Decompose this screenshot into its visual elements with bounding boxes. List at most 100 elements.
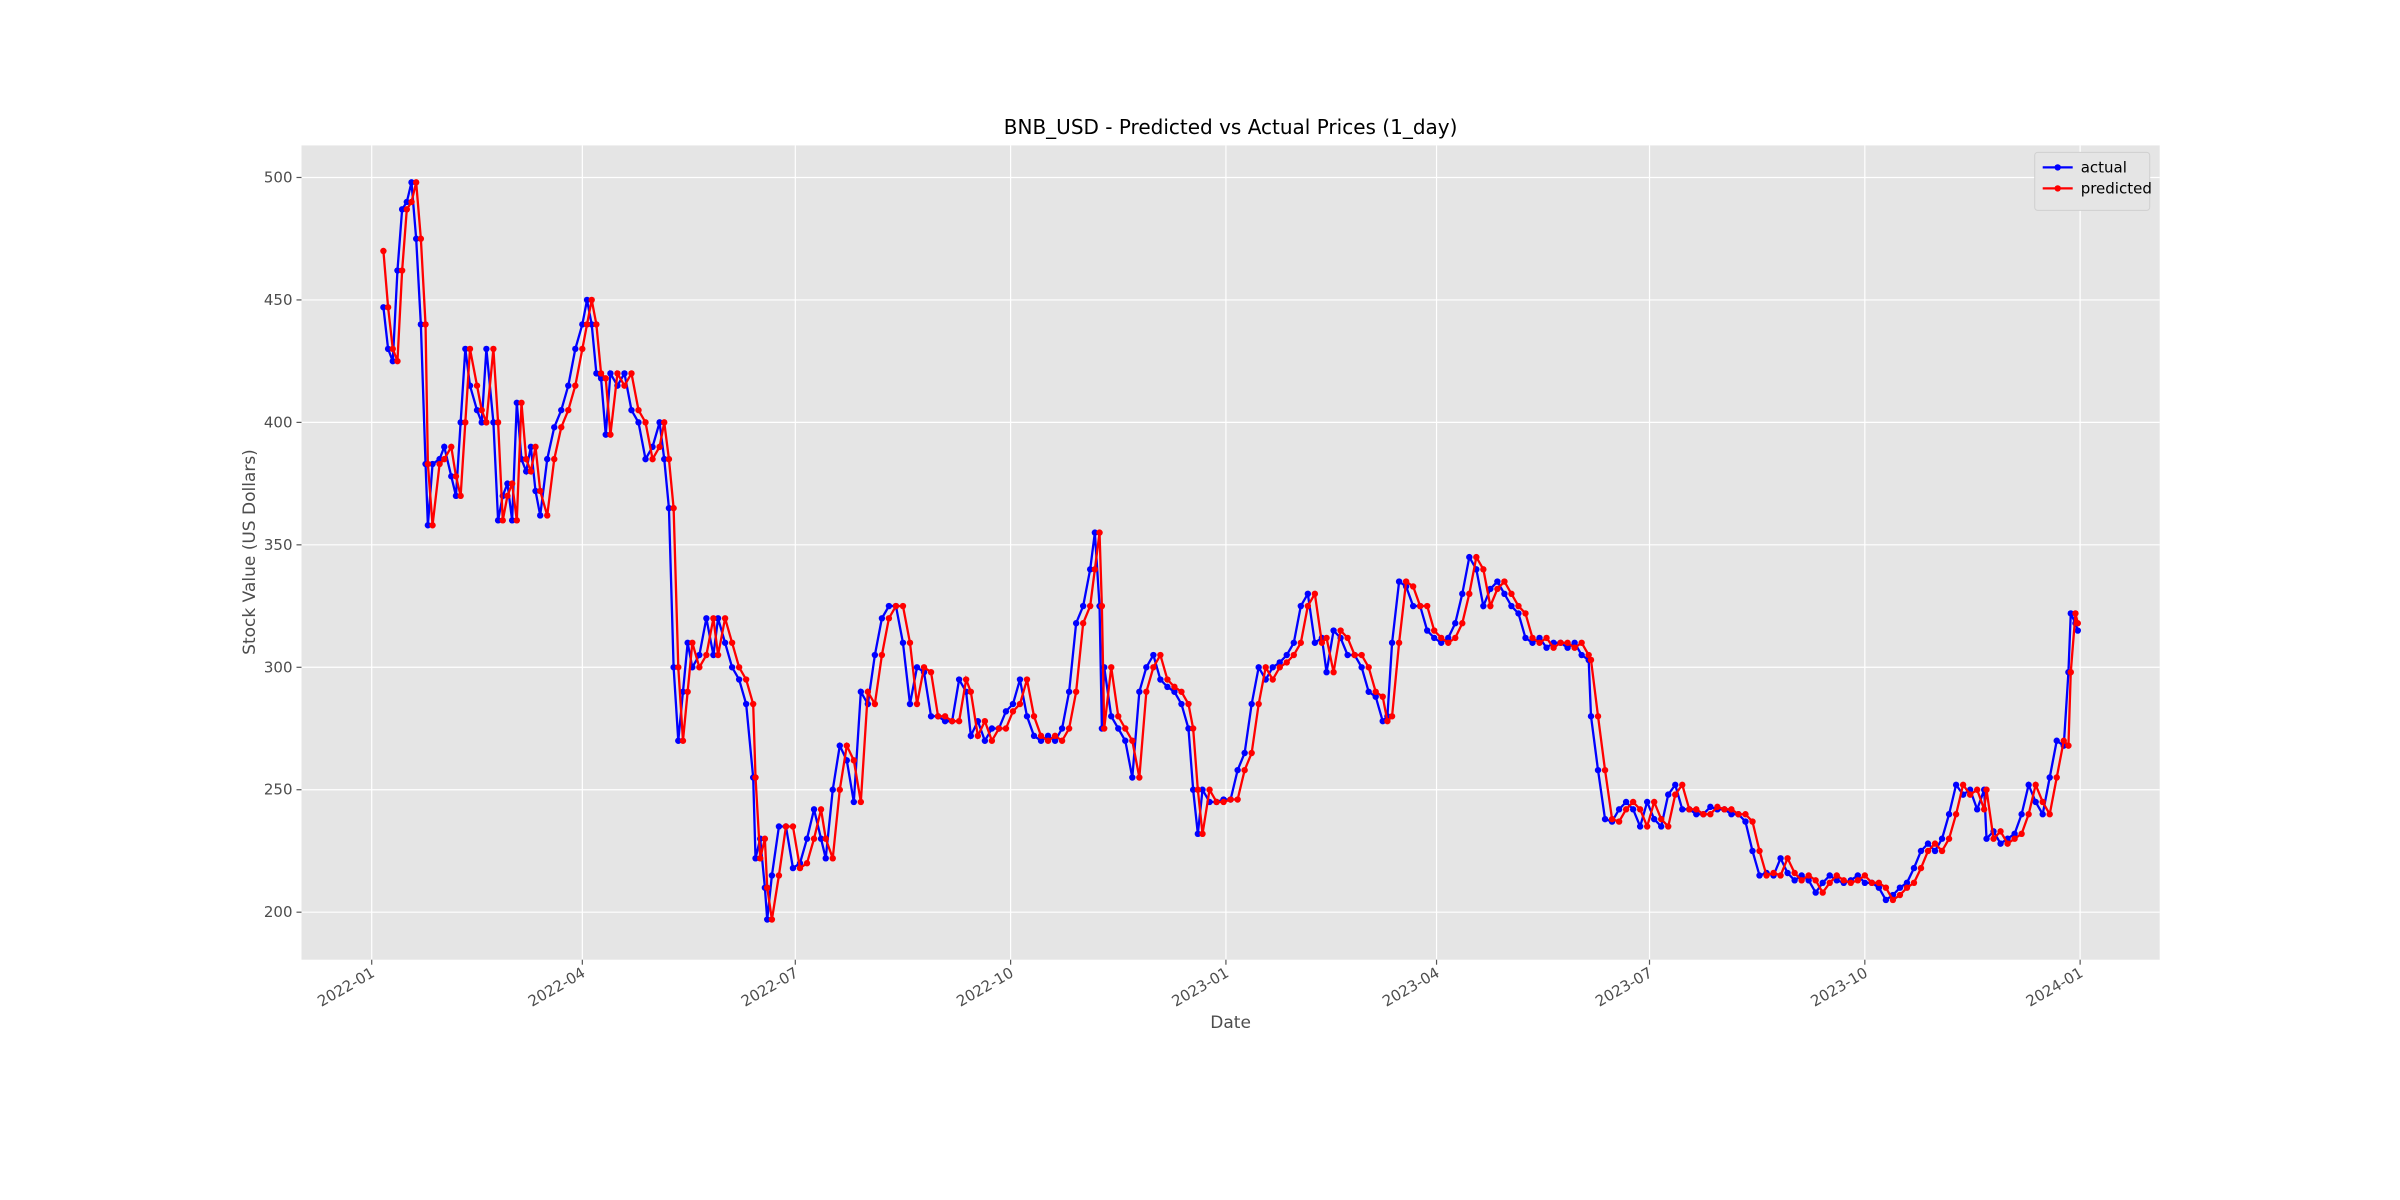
data-point (1143, 664, 1150, 671)
data-point (649, 455, 656, 463)
data-point (2018, 811, 2025, 818)
data-point (527, 443, 535, 451)
data-point (756, 855, 764, 862)
data-point (878, 651, 886, 659)
data-point (448, 443, 455, 451)
data-point (1194, 786, 1202, 793)
data-point (1847, 879, 1854, 887)
data-point (1622, 806, 1630, 813)
data-point (803, 860, 811, 867)
data-point (1379, 693, 1386, 700)
data-point (1143, 688, 1150, 695)
x-tick-label: 2022-01 (314, 964, 377, 1011)
data-point (1395, 578, 1403, 585)
data-point (408, 179, 415, 186)
data-point (1091, 566, 1099, 573)
data-point (1164, 676, 1171, 683)
data-point (408, 198, 415, 206)
data-point (1304, 602, 1312, 610)
data-point (1030, 732, 1038, 740)
data-point (941, 717, 949, 725)
data-point (1777, 855, 1784, 862)
data-point (466, 345, 474, 353)
data-point (864, 688, 872, 695)
data-point (532, 443, 539, 451)
data-point (1431, 634, 1438, 642)
data-point (810, 835, 818, 842)
data-point (494, 517, 502, 524)
legend-marker (2054, 185, 2061, 192)
data-point (1742, 818, 1749, 825)
data-point (583, 321, 591, 328)
data-point (1770, 869, 1777, 877)
data-point (635, 406, 642, 414)
data-point (675, 664, 682, 671)
data-point (1269, 676, 1276, 683)
data-point (436, 460, 443, 468)
data-point (403, 206, 411, 213)
data-point (1101, 725, 1108, 732)
data-point (1875, 879, 1883, 887)
data-point (2025, 811, 2032, 818)
data-point (2065, 742, 2072, 749)
data-point (2072, 610, 2079, 617)
data-point (1819, 879, 1826, 887)
data-point (1615, 806, 1623, 813)
data-point (1665, 791, 1672, 798)
data-point (1557, 639, 1564, 646)
data-point (1903, 884, 1911, 891)
data-point (995, 725, 1003, 732)
data-point (607, 431, 614, 438)
data-point (1587, 656, 1595, 664)
data-point (1388, 639, 1396, 646)
data-point (728, 664, 736, 671)
data-point (1679, 781, 1686, 789)
data-point (1938, 835, 1946, 842)
data-point (1587, 713, 1595, 720)
data-point (1016, 676, 1024, 683)
data-point (1108, 713, 1115, 720)
data-point (1608, 815, 1616, 823)
data-point (1938, 847, 1946, 855)
data-point (2053, 737, 2060, 744)
data-point (1009, 708, 1017, 715)
data-point (1522, 610, 1529, 617)
data-point (878, 615, 886, 622)
data-point (2067, 610, 2074, 617)
data-point (871, 700, 879, 708)
data-point (380, 304, 387, 311)
data-point (656, 443, 663, 451)
data-point (1185, 700, 1192, 708)
x-tick-label: 2022-04 (525, 964, 588, 1011)
data-point (384, 345, 392, 353)
data-point (1372, 688, 1379, 695)
y-tick-label: 500 (264, 168, 293, 186)
data-point (1700, 811, 1707, 818)
data-point (1445, 634, 1452, 642)
data-point (1065, 688, 1073, 695)
data-point (441, 443, 448, 451)
data-point (1854, 872, 1862, 879)
data-point (1543, 644, 1550, 651)
data-point (749, 700, 757, 708)
data-point (2046, 811, 2053, 818)
data-point (2032, 781, 2039, 789)
data-point (1515, 610, 1522, 617)
data-point (1115, 725, 1122, 732)
data-point (2067, 668, 2074, 676)
data-point (1650, 798, 1658, 806)
data-point (394, 357, 401, 365)
data-point (1283, 651, 1290, 659)
data-point (2039, 811, 2046, 818)
data-point (448, 473, 455, 480)
data-point (1276, 659, 1283, 666)
x-tick-label: 2023-10 (1808, 964, 1871, 1011)
data-point (1044, 732, 1052, 740)
data-point (1508, 602, 1515, 610)
data-point (621, 382, 628, 389)
data-point (1248, 749, 1255, 757)
data-point (1189, 786, 1197, 793)
data-point (768, 916, 776, 923)
data-point (1098, 602, 1106, 610)
data-point (1079, 620, 1087, 627)
